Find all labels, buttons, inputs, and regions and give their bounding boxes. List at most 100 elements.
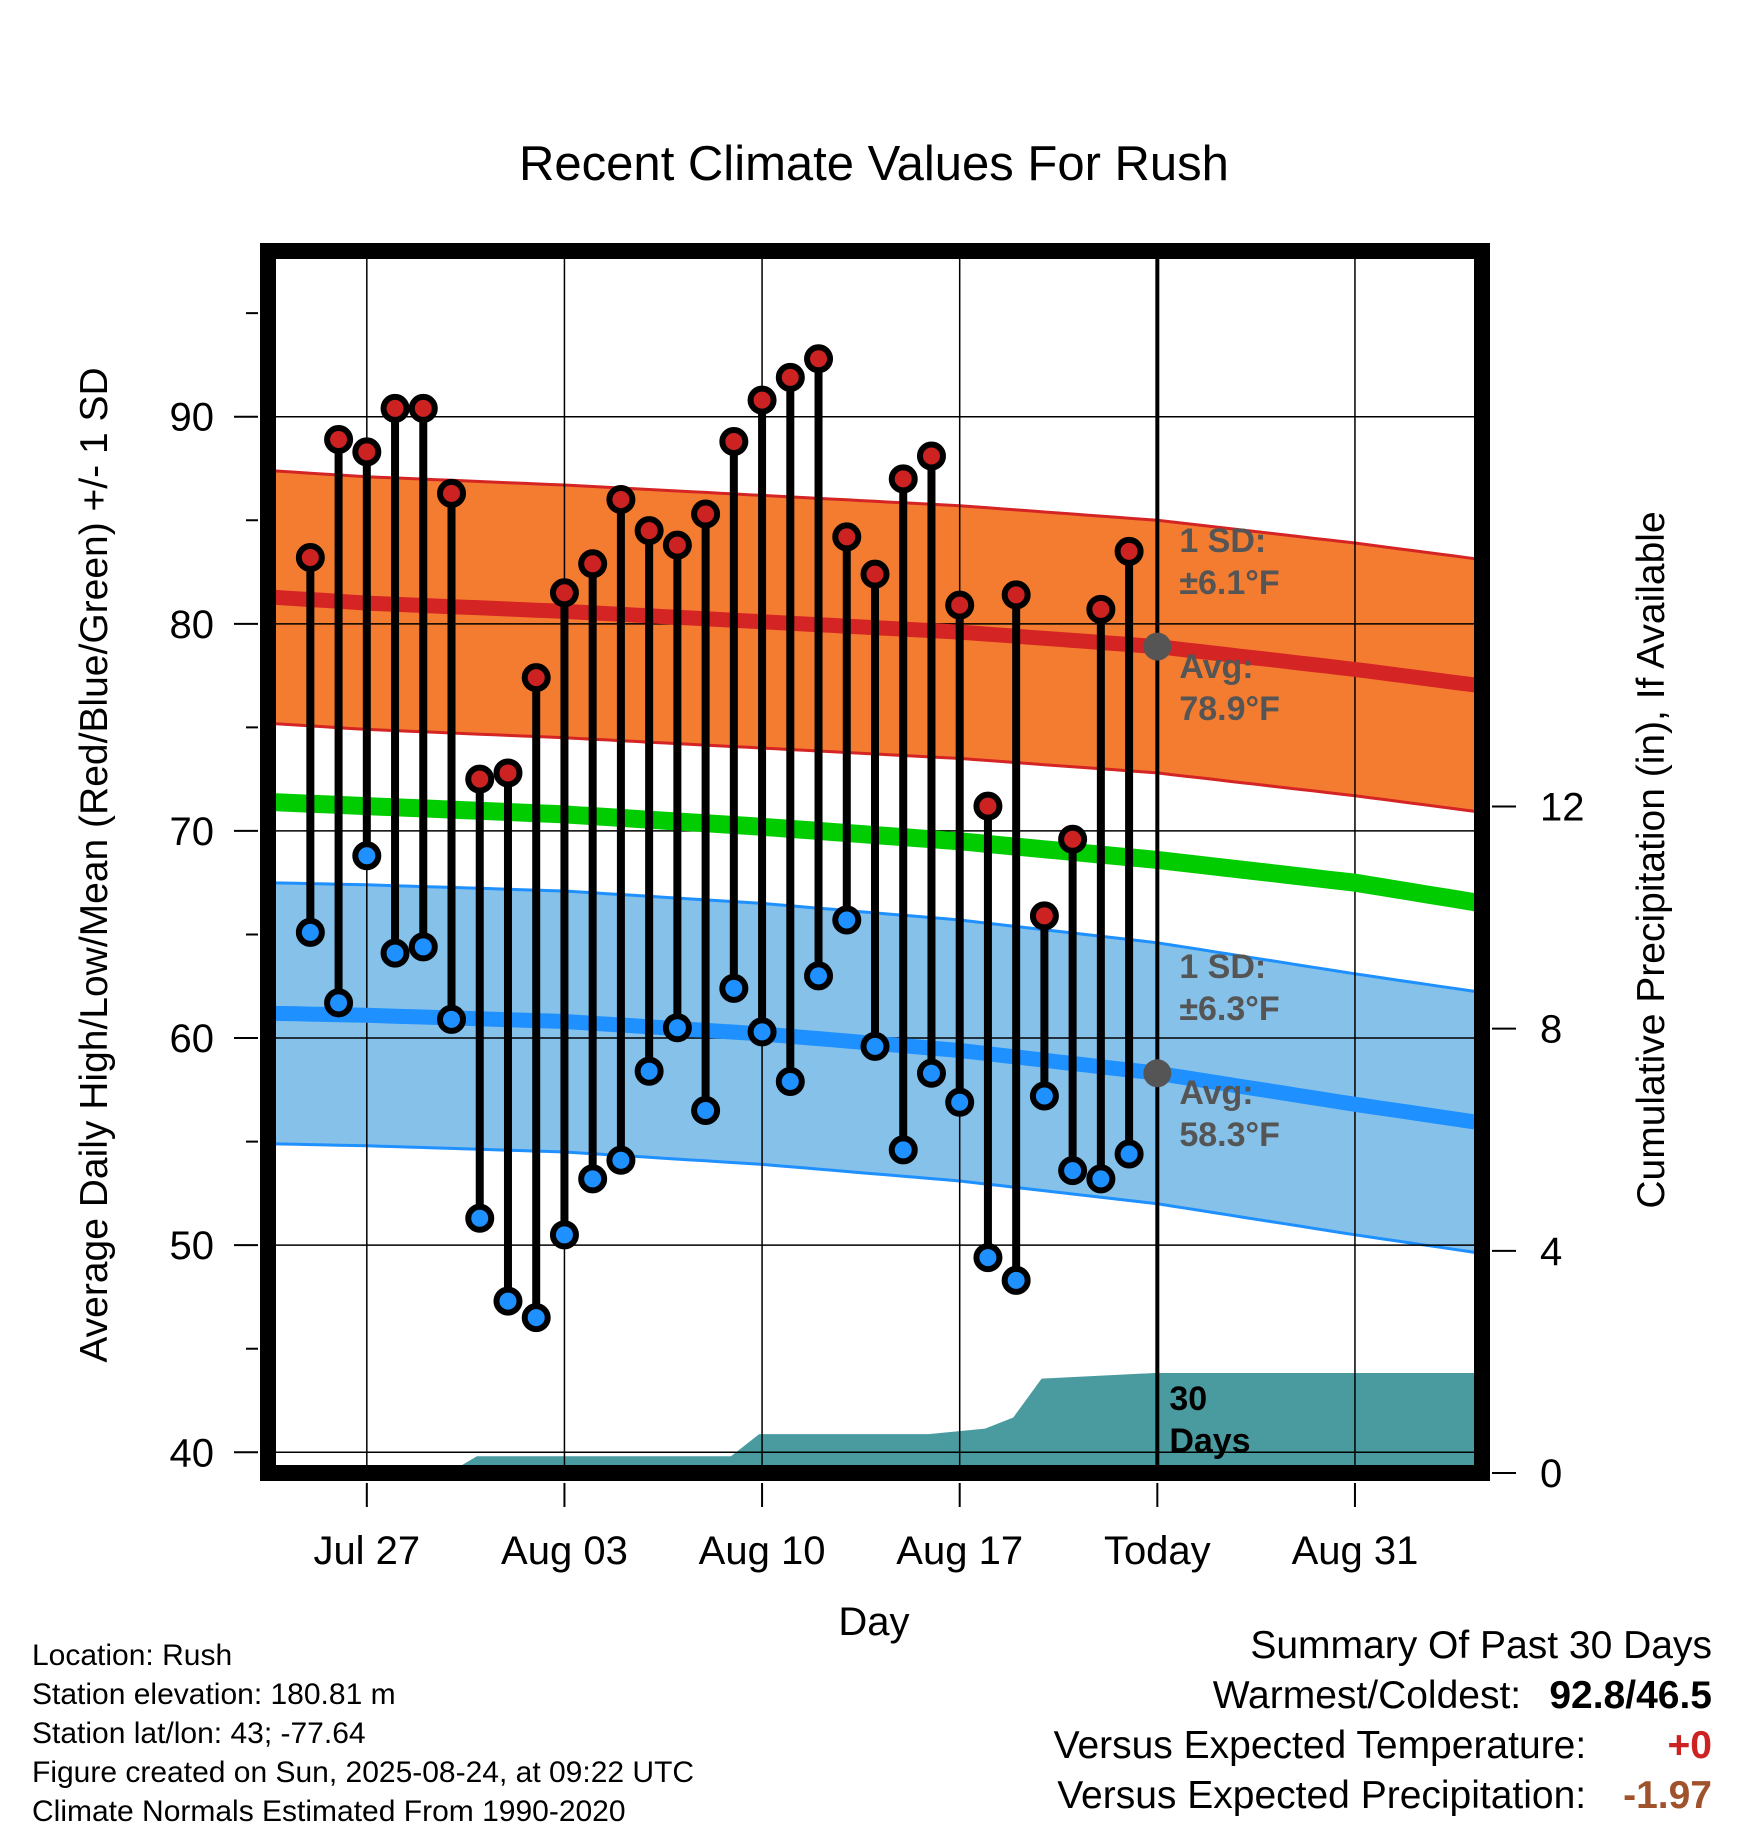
high-avg-value-annotation: 78.9°F: [1179, 690, 1280, 728]
temp-label: Versus Expected Temperature:: [1053, 1724, 1587, 1767]
daily-low-point: [352, 841, 382, 871]
chart-title: Recent Climate Values For Rush: [519, 137, 1229, 191]
daily-high-point: [1114, 536, 1144, 566]
daily-low-point: [860, 1031, 890, 1061]
daily-high-point: [493, 758, 523, 788]
daily-high-point: [832, 522, 862, 552]
y-axis-label: Average Daily High/Low/Mean (Red/Blue/Gr…: [73, 367, 116, 1362]
daily-low-point: [521, 1303, 551, 1333]
low-avg-value-annotation: 58.3°F: [1179, 1116, 1280, 1154]
daily-low-point: [1114, 1139, 1144, 1169]
daily-low-point: [662, 1013, 692, 1043]
created-text: Figure created on Sun, 2025-08-24, at 09…: [32, 1756, 695, 1789]
precip-label: Versus Expected Precipitation:: [1057, 1774, 1587, 1817]
daily-high-point: [634, 516, 664, 546]
daily-low-point: [916, 1058, 946, 1088]
y2-tick-label: 0: [1540, 1452, 1562, 1496]
y2-tick-label: 4: [1540, 1230, 1562, 1274]
daily-low-point: [1058, 1156, 1088, 1186]
location-text: Location: Rush: [32, 1639, 233, 1672]
daily-low-point: [295, 917, 325, 947]
daily-high-point: [606, 485, 636, 515]
y-tick-label: 80: [170, 603, 215, 647]
daily-high-point: [662, 530, 692, 560]
daily-low-point: [804, 961, 834, 991]
daily-low-point: [606, 1145, 636, 1175]
daily-high-point: [719, 427, 749, 457]
x-tick-label: Aug 31: [1292, 1529, 1419, 1573]
daily-high-point: [747, 385, 777, 415]
daily-low-point: [493, 1286, 523, 1316]
high-sd-value-annotation: ±6.1°F: [1179, 564, 1279, 602]
daily-high-point: [1001, 580, 1031, 610]
daily-high-point: [295, 543, 325, 573]
precip-value: -1.97: [1623, 1774, 1712, 1817]
summary-title: Summary Of Past 30 Days: [1250, 1624, 1712, 1667]
daily-low-point: [380, 938, 410, 968]
daily-low-point: [775, 1067, 805, 1097]
x-axis-label: Day: [838, 1600, 909, 1644]
daily-high-point: [804, 344, 834, 374]
high-sd-annotation: 1 SD:: [1179, 522, 1266, 560]
high-avg-annotation: Avg:: [1179, 648, 1253, 686]
daily-high-point: [973, 791, 1003, 821]
x-tick-label: Aug 17: [896, 1529, 1023, 1573]
daily-low-point: [691, 1096, 721, 1126]
daily-high-point: [324, 424, 354, 454]
summary-precip-row: Versus Expected Precipitation: -1.97: [1054, 1771, 1712, 1821]
latlon-text: Station lat/lon: 43; -77.64: [32, 1717, 366, 1750]
daily-low-point: [634, 1056, 664, 1086]
temp-value: +0: [1667, 1724, 1712, 1767]
y-tick-label: 60: [170, 1017, 215, 1061]
y-tick-label: 50: [170, 1224, 215, 1268]
summary-panel: Summary Of Past 30 Days Warmest/Coldest:…: [1054, 1621, 1712, 1821]
daily-low-point: [465, 1203, 495, 1233]
daily-high-point: [549, 578, 579, 608]
x-tick-label: Jul 27: [313, 1529, 420, 1573]
y2-tick-label: 8: [1540, 1008, 1562, 1052]
low-avg-annotation: Avg:: [1179, 1074, 1253, 1112]
daily-low-point: [973, 1243, 1003, 1273]
y2-tick-label: 12: [1540, 785, 1585, 829]
daily-low-point: [888, 1135, 918, 1165]
low-sd-band: [268, 882, 1482, 1254]
daily-low-point: [832, 905, 862, 935]
daily-high-point: [945, 590, 975, 620]
today-high-normal-point: [1143, 632, 1172, 661]
daily-high-point: [1086, 594, 1116, 624]
daily-low-point: [324, 988, 354, 1018]
daily-low-point: [1001, 1265, 1031, 1295]
daily-high-point: [1029, 901, 1059, 931]
x-tick-label: Today: [1104, 1529, 1211, 1573]
y-tick-label: 40: [170, 1431, 215, 1475]
daily-high-point: [775, 362, 805, 392]
daily-low-point: [747, 1017, 777, 1047]
daily-low-point: [408, 932, 438, 962]
daily-high-point: [521, 663, 551, 693]
elevation-text: Station elevation: 180.81 m: [32, 1678, 396, 1711]
daily-high-point: [380, 393, 410, 423]
daily-low-point: [549, 1220, 579, 1250]
station-info: Location: Rush Station elevation: 180.81…: [32, 1636, 694, 1831]
warmest-value: 92.8/46.5: [1549, 1674, 1712, 1717]
plot-frame: [260, 243, 1490, 1481]
daily-low-point: [578, 1164, 608, 1194]
daily-high-point: [691, 499, 721, 529]
daily-low-point: [1029, 1081, 1059, 1111]
high-sd-band-upper-edge: [267, 469, 1483, 562]
precip-area: [268, 1373, 1482, 1473]
daily-high-point: [408, 393, 438, 423]
low-sd-value-annotation: ±6.3°F: [1179, 990, 1279, 1028]
x-tick-label: Aug 03: [501, 1529, 628, 1573]
x-tick-label: Aug 10: [699, 1529, 826, 1573]
days-label-annotation: Days: [1169, 1422, 1250, 1460]
daily-low-point: [437, 1004, 467, 1034]
daily-high-point: [888, 464, 918, 494]
days-count-annotation: 30: [1169, 1380, 1207, 1418]
today-low-normal-point: [1143, 1059, 1172, 1088]
daily-high-point: [916, 441, 946, 471]
summary-warmest-row: Warmest/Coldest: 92.8/46.5: [1054, 1671, 1712, 1721]
normals-text: Climate Normals Estimated From 1990-2020: [32, 1795, 626, 1828]
summary-temp-row: Versus Expected Temperature: +0: [1054, 1721, 1712, 1771]
